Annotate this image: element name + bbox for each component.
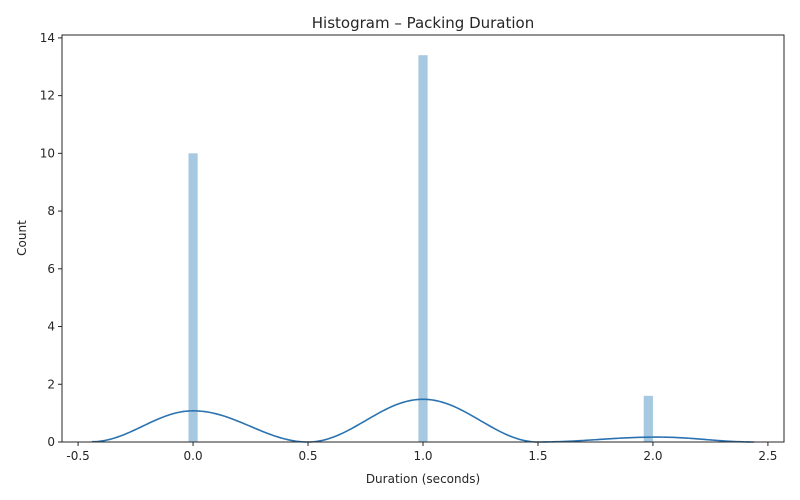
y-axis-title: Count	[15, 220, 29, 256]
kde-line	[91, 398, 755, 443]
chart-title: Histogram – Packing Duration	[312, 14, 534, 32]
y-tick-label-6: 12	[40, 89, 55, 103]
y-tick-label-7: 14	[40, 31, 55, 45]
y-tick-label-2: 4	[47, 320, 55, 334]
x-tick-label-4: 1.5	[528, 449, 547, 463]
y-tick-label-1: 2	[47, 377, 55, 391]
y-axis: 0 2 4 6 8 10 12 14	[40, 31, 62, 449]
histogram-bar-1	[418, 55, 428, 442]
y-tick-label-5: 10	[40, 146, 55, 160]
y-tick-label-0: 0	[47, 435, 55, 449]
x-axis: -0.5 0.0 0.5 1.0 1.5 2.0 2.5	[66, 442, 777, 463]
x-tick-label-0: -0.5	[66, 449, 89, 463]
x-tick-label-3: 1.0	[413, 449, 432, 463]
y-tick-label-3: 6	[47, 262, 55, 276]
kde-layer	[91, 398, 755, 443]
y-tick-label-4: 8	[47, 204, 55, 218]
x-tick-label-2: 0.5	[298, 449, 317, 463]
histogram-bar-0	[188, 153, 198, 442]
x-axis-title: Duration (seconds)	[366, 472, 480, 486]
x-tick-label-1: 0.0	[184, 449, 203, 463]
x-tick-label-6: 2.5	[758, 449, 777, 463]
x-tick-label-5: 2.0	[643, 449, 662, 463]
bars-layer	[188, 55, 653, 442]
histogram-bar-2	[643, 395, 653, 442]
